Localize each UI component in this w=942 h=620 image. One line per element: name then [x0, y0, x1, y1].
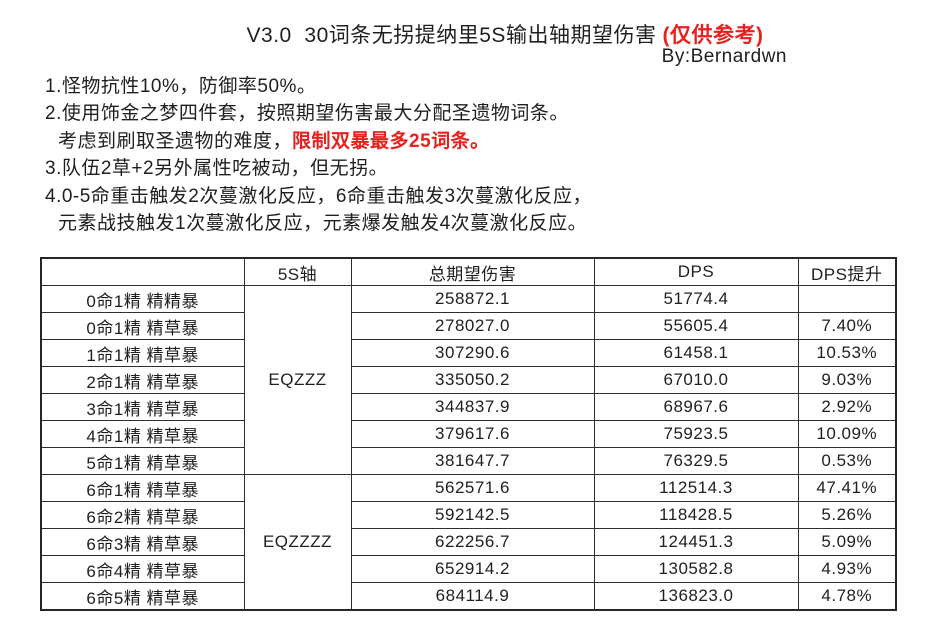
table-row: 6命3精 精草暴 622256.7 124451.3 5.09%: [40, 528, 897, 556]
note-line-1: 1.怪物抗性10%，防御率50%。: [45, 76, 317, 97]
total-damage-cell: 307290.6: [350, 339, 595, 367]
row-label: 6命2精 精草暴: [40, 501, 245, 529]
table-row: 0命1精 精草暴 278027.0 55605.4 7.40%: [40, 312, 897, 340]
table-row: 3命1精 精草暴 344837.9 68967.6 2.92%: [40, 393, 897, 421]
note-line-2: 2.使用饰金之梦四件套，按照期望伤害最大分配圣遗物词条。: [45, 103, 569, 125]
table-row: 1命1精 精草暴 307290.6 61458.1 10.53%: [40, 339, 897, 367]
dps-cell: 112514.3: [593, 474, 799, 502]
header-blank: [40, 257, 245, 286]
total-damage-cell: 381647.7: [350, 447, 595, 475]
note-line-6: 元素战技触发1次蔓激化反应，元素爆发触发4次蔓激化反应。: [58, 213, 588, 235]
header-dps-gain: DPS提升: [797, 257, 897, 286]
dps-gain-cell: 7.40%: [797, 312, 897, 340]
dps-gain-cell: 2.92%: [797, 393, 897, 421]
header-axis: 5S轴: [243, 257, 352, 286]
dps-cell: 61458.1: [593, 339, 799, 367]
note-line-3-text: 考虑到刷取圣遗物的难度，: [58, 130, 293, 152]
dps-cell: 130582.8: [593, 555, 799, 583]
total-damage-cell: 562571.6: [350, 474, 595, 502]
dps-cell: 51774.4: [593, 285, 799, 313]
dps-gain-cell: 4.93%: [797, 555, 897, 583]
damage-table: 5S轴 总期望伤害 DPS DPS提升 0命1精 精精暴 EQZZZ 25887…: [40, 257, 897, 611]
dps-gain-cell: 5.09%: [797, 528, 897, 556]
dps-cell: 55605.4: [593, 312, 799, 340]
row-label: 1命1精 精草暴: [40, 339, 245, 367]
dps-gain-cell: 10.09%: [797, 420, 897, 448]
table-header-row: 5S轴 总期望伤害 DPS DPS提升: [40, 257, 897, 286]
total-damage-cell: 592142.5: [350, 501, 595, 529]
row-label: 6命5精 精草暴: [40, 582, 245, 611]
row-label: 6命1精 精草暴: [40, 474, 245, 502]
dps-cell: 67010.0: [593, 366, 799, 394]
total-damage-cell: 335050.2: [350, 366, 595, 394]
table-row: 6命4精 精草暴 652914.2 130582.8 4.93%: [40, 555, 897, 583]
dps-gain-cell: 47.41%: [797, 474, 897, 502]
total-damage-cell: 344837.9: [350, 393, 595, 421]
row-label: 4命1精 精草暴: [40, 420, 245, 448]
header-total-damage: 总期望伤害: [350, 257, 595, 286]
row-label: 0命1精 精草暴: [40, 312, 245, 340]
author-byline: By:Bernardwn: [661, 46, 787, 67]
total-damage-cell: 684114.9: [350, 582, 595, 611]
table-row: 6命1精 精草暴 EQZZZZ 562571.6 112514.3 47.41%: [40, 474, 897, 611]
page-title-text: V3.0 30词条无拐提纳里5S输出轴期望伤害: [246, 24, 657, 47]
table-row: 4命1精 精草暴 379617.6 75923.5 10.09%: [40, 420, 897, 448]
dps-gain-cell: 10.53%: [797, 339, 897, 367]
dps-cell: 136823.0: [593, 582, 799, 611]
total-damage-cell: 278027.0: [350, 312, 595, 340]
note-line-3-highlight: 限制双暴最多25词条。: [292, 130, 490, 152]
dps-gain-cell: 0.53%: [797, 447, 897, 475]
total-damage-cell: 652914.2: [350, 555, 595, 583]
note-line-5: 4.0-5命重击触发2次蔓激化反应，6命重击触发3次蔓激化反应，: [45, 185, 593, 207]
row-label: 5命1精 精草暴: [40, 447, 245, 475]
title-disclaimer: (仅供参考): [662, 24, 764, 47]
dps-cell: 75923.5: [593, 420, 799, 448]
note-line-4: 3.队伍2草+2另外属性吃被动，但无拐。: [45, 158, 389, 180]
table-row: 2命1精 精草暴 335050.2 67010.0 9.03%: [40, 366, 897, 394]
table-row: 6命2精 精草暴 592142.5 118428.5 5.26%: [40, 501, 897, 529]
table-row: 6命5精 精草暴 684114.9 136823.0 4.78%: [40, 582, 897, 611]
page-title: V3.0 30词条无拐提纳里5S输出轴期望伤害 (仅供参考): [0, 19, 942, 49]
dps-cell: 124451.3: [593, 528, 799, 556]
dps-gain-cell: 4.78%: [797, 582, 897, 611]
row-label: 6命3精 精草暴: [40, 528, 245, 556]
axis-cell-eqzzz: EQZZZ: [243, 285, 352, 475]
note-line-3: 考虑到刷取圣遗物的难度，限制双暴最多25词条。: [45, 128, 592, 155]
dps-gain-cell: 9.03%: [797, 366, 897, 394]
table-row: 0命1精 精精暴 EQZZZ 258872.1 51774.4: [40, 285, 897, 475]
total-damage-cell: 622256.7: [350, 528, 595, 556]
dps-cell: 118428.5: [593, 501, 799, 529]
header-dps: DPS: [593, 257, 799, 286]
table-row: 5命1精 精草暴 381647.7 76329.5 0.53%: [40, 447, 897, 475]
total-damage-cell: 379617.6: [350, 420, 595, 448]
notes-list: 1.怪物抗性10%，防御率50%。 2.使用饰金之梦四件套，按照期望伤害最大分配…: [45, 73, 592, 237]
dps-gain-cell: 5.26%: [797, 501, 897, 529]
row-label: 3命1精 精草暴: [40, 393, 245, 421]
axis-cell-eqzzzz: EQZZZZ: [243, 474, 352, 611]
dps-gain-cell: [797, 285, 897, 313]
dps-cell: 68967.6: [593, 393, 799, 421]
total-damage-cell: 258872.1: [350, 285, 595, 313]
dps-cell: 76329.5: [593, 447, 799, 475]
row-label: 6命4精 精草暴: [40, 555, 245, 583]
row-label: 2命1精 精草暴: [40, 366, 245, 394]
row-label: 0命1精 精精暴: [40, 285, 245, 313]
